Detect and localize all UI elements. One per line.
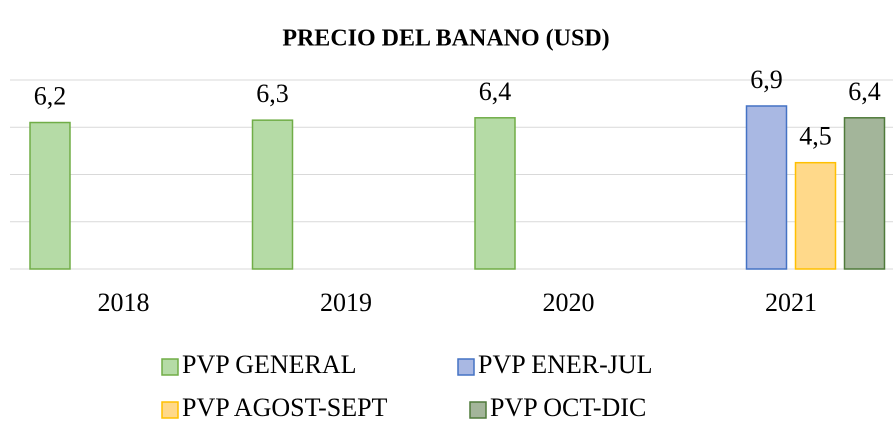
data-label: 6,9 [750, 65, 783, 94]
legend-swatch [469, 401, 487, 419]
legend-swatch [457, 358, 475, 376]
x-tick-label: 2020 [543, 288, 595, 317]
bar [843, 117, 886, 270]
bar [794, 161, 837, 270]
data-label: 6,4 [479, 77, 512, 106]
x-tick-label: 2018 [98, 288, 150, 317]
legend-label: PVP GENERAL [182, 350, 357, 379]
bar [474, 117, 516, 270]
data-label: 4,5 [799, 122, 832, 151]
legend-swatch [161, 401, 179, 419]
bar [745, 105, 788, 270]
chart-title: PRECIO DEL BANANO (USD) [282, 26, 609, 52]
x-tick-label: 2021 [765, 288, 817, 317]
legend-label: PVP AGOST-SEPT [182, 393, 388, 422]
data-label: 6,2 [34, 81, 67, 110]
bar [251, 119, 294, 270]
legend-label: PVP ENER-JUL [478, 350, 653, 379]
bar [29, 121, 71, 270]
legend-swatch [161, 358, 179, 376]
x-tick-label: 2019 [320, 288, 372, 317]
legend-label: PVP OCT-DIC [490, 393, 646, 422]
data-label: 6,3 [256, 79, 289, 108]
data-label: 6,4 [848, 77, 881, 106]
